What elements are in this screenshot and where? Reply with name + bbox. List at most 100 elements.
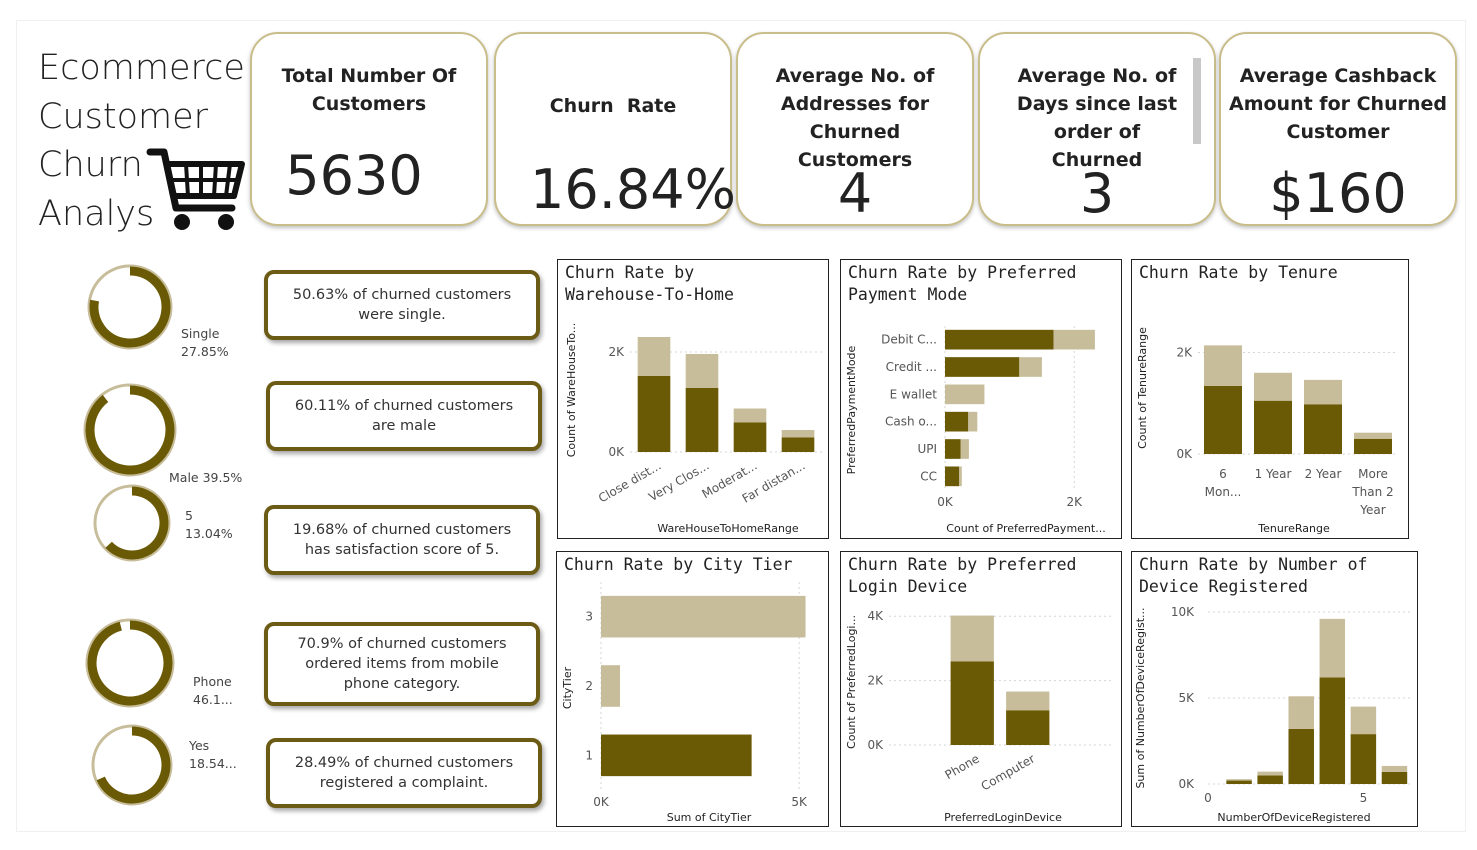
bar [781,430,815,438]
y-tick-label: 10K [1171,605,1195,619]
bar [945,357,1020,377]
x-axis-title: TenureRange [1257,522,1330,535]
y-tick-label: Debit C... [881,333,937,347]
bar [1053,329,1095,350]
chart-city-tier[interactable]: Churn Rate by City Tier 0K 5K 3 2 1 Sum of Ci… [556,551,829,827]
kpi-scrollbar[interactable] [1193,58,1201,144]
chart-login-device[interactable]: Churn Rate by Preferred Login Device 0K 2… [840,551,1122,827]
donut-label-phone: Phone 46.1... [193,674,233,707]
bar [1288,696,1314,729]
chart-title: Churn Rate by Number of Device Registere… [1139,555,1368,596]
kpi-label: Average No. of Days since last order of … [1016,65,1178,171]
donut-label-satisfaction: 5 13.04% [185,508,233,541]
callout-male: 60.11% of churned customers are male [266,381,542,451]
bar [1257,775,1283,784]
donut-ring [93,484,171,562]
bar [1304,404,1342,454]
bar [685,388,719,452]
x-tick-label: 2K [1066,495,1083,509]
donut-ring [83,383,177,477]
y-tick-label: 0K [867,738,884,752]
bar [1304,379,1342,405]
bar [637,376,671,452]
donut-ring [91,724,173,806]
y-tick-label: Cash o... [885,415,937,429]
report-canvas [16,20,1466,832]
donut-label-male: Male 39.5% [169,470,243,485]
x-axis-title: Sum of CityTier [667,811,752,824]
chart-title: Churn Rate by Tenure [1139,263,1338,282]
x-tick-label: 0K [937,495,954,509]
x-tick-label: 0K [593,795,610,809]
y-tick-label: E wallet [890,387,938,401]
bar [1354,438,1392,454]
report-title: Ecommerce Customer Churn Analys [38,44,245,238]
bar [1226,780,1252,784]
donut-label-single: Single 27.85% [181,326,229,359]
x-tick-label: Phone [943,751,982,782]
y-tick-label: 0K [1176,447,1193,461]
title-line: Analys [38,193,155,234]
donut-ring [87,264,173,350]
y-tick-label: 2K [608,345,625,359]
bar [945,411,969,432]
title-line: Churn [38,145,143,185]
bar [1319,618,1346,678]
donut-slice [87,620,173,706]
y-tick-label: Credit ... [886,360,937,374]
y-tick-label: CC [920,469,937,483]
x-tick-label: More [1358,467,1388,481]
bar [1257,771,1283,776]
donut-slice [105,486,169,560]
kpi-label: Average No. of Addresses for Churned Cus… [775,65,935,171]
bar [601,595,806,638]
x-tick-label: Than 2 [1351,485,1393,499]
y-tick-label: 2K [867,674,884,688]
bar [1204,385,1242,454]
chart-tenure[interactable]: Churn Rate by Tenure 0K 2K 6 Mon... 1 Year 2 … [1131,259,1409,539]
bar [1019,357,1042,377]
callout-satisfaction: 19.68% of churned customers has satisfac… [264,505,540,575]
chart-warehouse-to-home[interactable]: Churn Rate by Warehouse-To-Home 0K 2K Clos… [557,259,829,539]
bar [1006,691,1050,711]
bar [1319,677,1346,784]
bar [1354,432,1392,439]
donut-slice [89,266,171,348]
bar [945,384,985,405]
y-axis-title: Count of PreferredLogi... [845,615,858,749]
bar [1381,765,1408,772]
x-tick-label: 6 [1219,467,1227,481]
bar [960,439,969,459]
bar [1226,779,1252,781]
y-axis-title: Count of WareHouseTo... [565,323,578,458]
kpi-label: Average Cashback Amount for Churned Cust… [1229,65,1447,143]
bar [1254,372,1292,401]
kpi-card-total-customers: Total Number Of Customers 5630 [250,32,488,226]
callout-complaint: 28.49% of churned customers registered a… [266,738,542,808]
callout-mobile-phone: 70.9% of churned customers ordered items… [264,622,540,706]
donut-slice [96,726,171,804]
y-tick-label: 2 [585,679,593,693]
bar [781,437,815,452]
chart-payment-mode[interactable]: Churn Rate by Preferred Payment Mode 0K 2… [840,259,1122,539]
y-axis-title: PreferredPaymentMode [845,345,858,474]
y-tick-label: UPI [917,442,937,456]
x-axis-title: Count of PreferredPayment... [946,522,1105,535]
title-line: Ecommerce [38,48,245,88]
donut-slice [85,385,175,475]
y-axis-title: Count of TenureRange [1136,327,1149,449]
y-tick-label: 5K [1178,691,1195,705]
kpi-value: 4 [837,162,873,225]
kpi-card-avg-days-since-order: Average No. of Days since last order of … [978,32,1216,226]
x-tick-label: Mon... [1205,485,1242,499]
bar [1381,771,1408,784]
chart-devices-registered[interactable]: Churn Rate by Number of Device Registere… [1131,551,1418,827]
bar [733,408,767,423]
chart-title: Churn Rate by Preferred Payment Mode [848,263,1077,304]
bar [950,615,994,662]
kpi-label: Total Number Of Customers [281,65,457,115]
shopping-cart-icon [146,148,245,230]
bar [1350,734,1377,784]
y-tick-label: 3 [585,610,593,624]
bar [601,734,752,777]
